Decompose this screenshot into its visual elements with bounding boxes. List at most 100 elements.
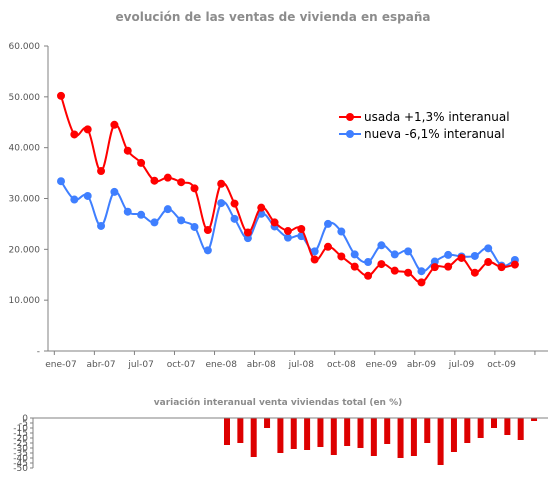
bar bbox=[477, 418, 484, 438]
bar bbox=[410, 418, 417, 456]
data-point-nueva bbox=[484, 244, 493, 253]
data-point-usada bbox=[377, 260, 386, 269]
data-point-usada bbox=[150, 176, 159, 185]
data-point-usada bbox=[283, 227, 292, 236]
bar-y-tick-label: -15 bbox=[13, 429, 28, 439]
y-tick-label: 30.000 bbox=[9, 195, 41, 205]
data-point-nueva bbox=[57, 177, 65, 186]
bar bbox=[384, 418, 391, 444]
data-point-nueva bbox=[203, 246, 212, 255]
data-point-nueva bbox=[350, 250, 359, 259]
bar-chart-title: variación interanual venta viviendas tot… bbox=[154, 397, 402, 408]
bar bbox=[237, 418, 244, 443]
data-point-usada bbox=[257, 203, 266, 212]
chart-title: evolución de las ventas de vivienda en e… bbox=[116, 10, 431, 24]
data-point-usada bbox=[217, 179, 226, 188]
x-tick-label: abr-08 bbox=[247, 360, 276, 370]
data-point-nueva bbox=[364, 258, 373, 267]
data-point-usada bbox=[324, 242, 332, 251]
data-point-nueva bbox=[230, 214, 239, 223]
x-tick-label: ene-09 bbox=[366, 360, 398, 370]
bar bbox=[290, 418, 297, 449]
data-point-usada bbox=[337, 252, 346, 261]
data-point-nueva bbox=[217, 199, 226, 208]
data-point-usada bbox=[243, 228, 252, 237]
bar-y-tick-label: -40 bbox=[13, 454, 28, 464]
data-point-usada bbox=[83, 125, 92, 134]
legend-label: nueva -6,1% interanual bbox=[364, 127, 505, 141]
data-point-usada bbox=[497, 263, 506, 272]
data-point-nueva bbox=[137, 210, 146, 219]
data-point-usada bbox=[203, 226, 212, 235]
bar bbox=[250, 418, 257, 457]
data-point-nueva bbox=[83, 191, 92, 200]
data-point-nueva bbox=[243, 234, 252, 243]
x-tick-label: oct-09 bbox=[487, 360, 516, 370]
bar-y-tick-label: -25 bbox=[13, 439, 28, 449]
data-point-usada bbox=[177, 178, 186, 187]
data-point-usada bbox=[97, 167, 106, 176]
y-tick-label: 50.000 bbox=[9, 93, 41, 103]
data-point-usada bbox=[444, 262, 453, 271]
bar bbox=[424, 418, 431, 443]
data-point-usada bbox=[510, 260, 519, 269]
data-point-nueva bbox=[444, 250, 453, 259]
x-tick-label: abr-07 bbox=[87, 360, 116, 370]
x-tick-label: ene-07 bbox=[45, 360, 76, 370]
data-point-nueva bbox=[110, 187, 119, 196]
data-point-usada bbox=[417, 278, 426, 287]
data-point-nueva bbox=[417, 267, 426, 276]
bar bbox=[224, 418, 230, 445]
bar bbox=[450, 418, 457, 452]
data-point-usada bbox=[350, 262, 359, 271]
y-tick-label: 40.000 bbox=[9, 144, 41, 154]
data-point-nueva bbox=[283, 233, 292, 242]
bar bbox=[517, 418, 524, 440]
data-point-usada bbox=[364, 271, 373, 280]
bar bbox=[344, 418, 351, 446]
bar bbox=[370, 418, 377, 456]
data-point-usada bbox=[270, 218, 279, 227]
data-point-nueva bbox=[390, 250, 399, 259]
data-point-nueva bbox=[430, 257, 439, 266]
data-point-usada bbox=[190, 184, 199, 193]
data-point-usada bbox=[457, 253, 466, 262]
x-tick-label: jul-07 bbox=[127, 360, 153, 370]
data-point-nueva bbox=[163, 205, 172, 214]
data-point-nueva bbox=[190, 222, 199, 231]
legend-marker bbox=[346, 130, 354, 138]
data-point-usada bbox=[310, 255, 319, 264]
data-point-nueva bbox=[404, 247, 413, 256]
bar-y-tick-label: -35 bbox=[13, 449, 28, 459]
bar-chart: -50-45-40-35-30-25-20-15-10-50 bbox=[13, 414, 548, 474]
bar bbox=[437, 418, 444, 465]
line-chart: - 10.000 20.000 30.000 40.000 50.000 60.000 ene… bbox=[9, 42, 548, 370]
y-tick-label: 10.000 bbox=[9, 296, 41, 306]
bar bbox=[357, 418, 364, 448]
data-point-nueva bbox=[123, 207, 132, 216]
data-point-usada bbox=[297, 225, 306, 233]
data-point-usada bbox=[230, 199, 239, 208]
bar bbox=[531, 418, 538, 421]
data-point-nueva bbox=[377, 241, 386, 250]
y-tick-label: 20.000 bbox=[9, 245, 41, 255]
bar bbox=[491, 418, 497, 428]
bar bbox=[464, 418, 471, 443]
bar-y-tick-label: -45 bbox=[13, 459, 28, 469]
data-point-usada bbox=[137, 158, 146, 167]
bar-y-tick-label: 0 bbox=[22, 414, 28, 424]
bar bbox=[397, 418, 404, 458]
bar-y-tick-label: -30 bbox=[13, 444, 28, 454]
data-point-usada bbox=[163, 173, 172, 182]
data-point-usada bbox=[390, 266, 399, 275]
data-point-usada bbox=[430, 263, 439, 272]
bar bbox=[277, 418, 284, 453]
y-tick-label: 60.000 bbox=[9, 42, 41, 52]
bar-y-tick-label: -10 bbox=[13, 424, 28, 434]
data-point-usada bbox=[70, 130, 79, 139]
chart-legend: usada +1,3% interanual nueva -6,1% intera… bbox=[339, 110, 510, 141]
data-point-nueva bbox=[150, 218, 159, 227]
data-point-usada bbox=[57, 91, 65, 100]
